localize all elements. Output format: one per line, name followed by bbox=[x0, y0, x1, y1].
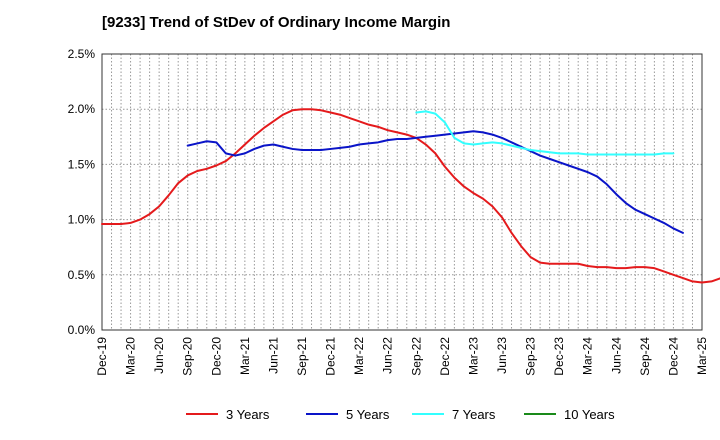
legend-label-3-years: 3 Years bbox=[226, 407, 270, 422]
x-tick-label: Dec-20 bbox=[209, 337, 223, 376]
x-tick-label: Sep-22 bbox=[409, 337, 423, 376]
x-tick-label: Dec-21 bbox=[324, 337, 338, 376]
legend-label-5-years: 5 Years bbox=[346, 407, 390, 422]
x-tick-label: Jun-22 bbox=[381, 337, 395, 374]
y-tick-label: 2.5% bbox=[68, 47, 96, 61]
x-tick-label: Sep-23 bbox=[524, 337, 538, 376]
x-tick-label: Jun-23 bbox=[495, 337, 509, 374]
x-tick-label: Sep-24 bbox=[638, 337, 652, 376]
x-tick-label: Mar-20 bbox=[124, 337, 138, 375]
x-tick-label: Jun-20 bbox=[152, 337, 166, 374]
x-tick-label: Mar-21 bbox=[238, 337, 252, 375]
grid-layer bbox=[102, 54, 702, 330]
series-line-3-years bbox=[101, 108, 720, 284]
legend-label-7-years: 7 Years bbox=[452, 407, 496, 422]
chart-title: [9233] Trend of StDev of Ordinary Income… bbox=[102, 14, 451, 31]
x-tick-label: Dec-23 bbox=[552, 337, 566, 376]
x-tick-label: Sep-21 bbox=[295, 337, 309, 376]
x-tick-label: Jun-21 bbox=[266, 337, 280, 374]
y-tick-label: 1.0% bbox=[68, 213, 96, 227]
x-tick-label: Mar-24 bbox=[581, 337, 595, 375]
legend: 3 Years 5 Years 7 Years 10 Years bbox=[186, 407, 615, 422]
x-tick-label: Sep-20 bbox=[181, 337, 195, 376]
series-line-7-years bbox=[415, 110, 675, 156]
axis-layer: 0.0% 0.5% 1.0% 1.5% 2.0% 2.5% Dec-19 Mar-20 Jun-… bbox=[68, 47, 709, 376]
y-tick-label: 0.0% bbox=[68, 323, 96, 337]
x-tick-label: Jun-24 bbox=[609, 337, 623, 374]
y-tick-label: 1.5% bbox=[68, 157, 96, 171]
x-tick-label: Mar-23 bbox=[466, 337, 480, 375]
x-tick-label: Dec-24 bbox=[666, 337, 680, 376]
series-line-5-years bbox=[186, 130, 684, 234]
y-tick-label: 2.0% bbox=[68, 102, 96, 116]
legend-label-10-years: 10 Years bbox=[564, 407, 615, 422]
y-tick-label: 0.5% bbox=[68, 268, 96, 282]
series-layer bbox=[101, 108, 720, 284]
x-tick-label: Mar-25 bbox=[695, 337, 709, 375]
x-tick-label: Dec-19 bbox=[95, 337, 109, 376]
plot-frame bbox=[101, 53, 703, 331]
x-tick-label: Mar-22 bbox=[352, 337, 366, 375]
x-tick-label: Dec-22 bbox=[438, 337, 452, 376]
